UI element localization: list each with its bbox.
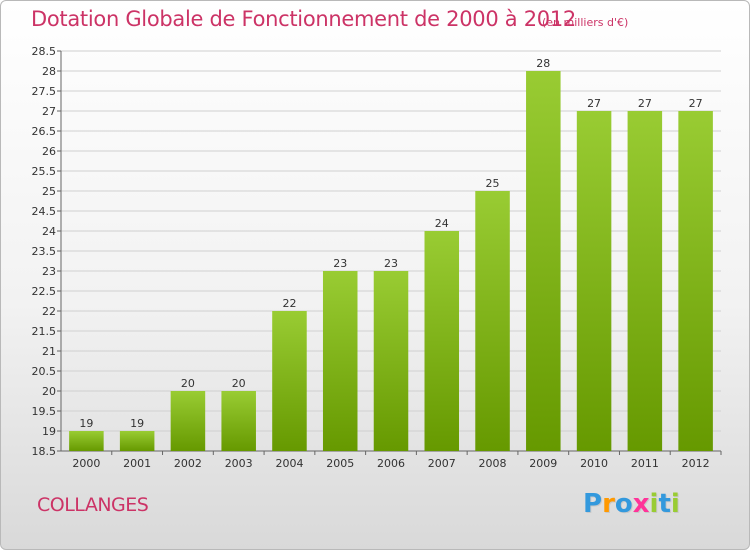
bar-2003	[221, 391, 256, 451]
x-tick-label: 2011	[631, 457, 659, 470]
y-tick-label: 22.5	[32, 285, 57, 298]
bar-value-label: 22	[282, 297, 296, 310]
logo-letter: i	[670, 489, 680, 519]
y-tick-label: 28	[42, 65, 56, 78]
y-tick-label: 19	[42, 425, 56, 438]
x-tick-label: 2004	[275, 457, 303, 470]
bar-value-label: 20	[232, 377, 246, 390]
y-tick-label: 19.5	[32, 405, 57, 418]
y-tick-label: 28.5	[32, 45, 57, 58]
x-tick-label: 2007	[428, 457, 456, 470]
proxiti-logo: Proxiti	[583, 489, 680, 519]
bar-value-label: 25	[486, 177, 500, 190]
logo-letter: o	[614, 489, 633, 519]
x-tick-label: 2012	[682, 457, 710, 470]
logo-letter: x	[632, 489, 650, 519]
bar-value-label: 19	[130, 417, 144, 430]
y-tick-label: 22	[42, 305, 56, 318]
y-tick-label: 24	[42, 225, 56, 238]
bar-value-label: 27	[638, 97, 652, 110]
y-tick-label: 23	[42, 265, 56, 278]
logo-letter: r	[602, 489, 615, 519]
x-tick-label: 2008	[479, 457, 507, 470]
bar-value-label: 28	[536, 57, 550, 70]
bar-2007	[424, 231, 460, 451]
bar-2012	[678, 111, 713, 451]
commune-name: COLLANGES	[37, 494, 149, 516]
chart-unit-note: (en milliers d'€)	[542, 16, 629, 29]
bar-2011	[627, 111, 663, 451]
y-tick-label: 25.5	[32, 165, 57, 178]
y-tick-label: 20.5	[32, 365, 57, 378]
bar-value-label: 24	[435, 217, 449, 230]
x-tick-label: 2000	[72, 457, 100, 470]
bar-value-label: 23	[384, 257, 398, 270]
y-tick-label: 23.5	[32, 245, 57, 258]
y-tick-label: 24.5	[32, 205, 57, 218]
logo-letter: t	[658, 489, 671, 519]
y-tick-label: 20	[42, 385, 56, 398]
logo-letter: i	[649, 489, 659, 519]
bar-2004	[272, 311, 307, 451]
bar-value-label: 27	[689, 97, 703, 110]
bar-2009	[526, 71, 561, 451]
bar-value-label: 19	[79, 417, 93, 430]
y-tick-label: 18.5	[32, 445, 57, 458]
chart-title: Dotation Globale de Fonctionnement de 20…	[31, 7, 576, 31]
x-tick-label: 2006	[377, 457, 405, 470]
bar-2001	[119, 431, 155, 451]
x-tick-label: 2001	[123, 457, 151, 470]
bar-2005	[322, 271, 358, 451]
bar-2010	[576, 111, 612, 451]
logo-letter: P	[583, 489, 603, 519]
x-tick-label: 2009	[529, 457, 557, 470]
bar-2006	[373, 271, 409, 451]
y-tick-label: 26	[42, 145, 56, 158]
bar-value-label: 20	[181, 377, 195, 390]
y-tick-label: 27.5	[32, 85, 57, 98]
y-tick-label: 21	[42, 345, 56, 358]
x-tick-label: 2010	[580, 457, 608, 470]
x-tick-label: 2003	[225, 457, 253, 470]
y-tick-label: 27	[42, 105, 56, 118]
x-tick-label: 2005	[326, 457, 354, 470]
bar-2008	[475, 191, 510, 451]
bar-2000	[69, 431, 104, 451]
y-tick-label: 26.5	[32, 125, 57, 138]
y-tick-label: 21.5	[32, 325, 57, 338]
bar-value-label: 27	[587, 97, 601, 110]
y-tick-label: 25	[42, 185, 56, 198]
bar-value-label: 23	[333, 257, 347, 270]
bar-2002	[170, 391, 206, 451]
x-tick-label: 2002	[174, 457, 202, 470]
